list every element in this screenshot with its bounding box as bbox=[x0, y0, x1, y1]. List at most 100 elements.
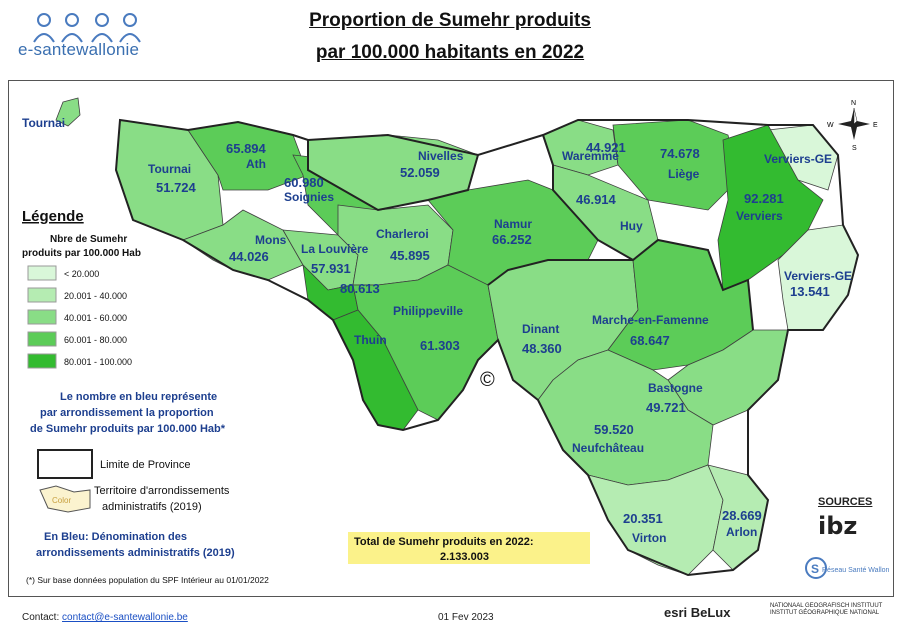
rsw-logo-text: Réseau Santé Wallon bbox=[822, 567, 890, 574]
region-label: Liège bbox=[668, 167, 700, 181]
region-label: Thuin bbox=[354, 333, 387, 347]
region-label: Huy bbox=[620, 219, 643, 233]
region-value: 60.980 bbox=[284, 175, 324, 190]
region-label: Namur bbox=[494, 217, 532, 231]
ibz-logo: ibz bbox=[818, 512, 858, 540]
legend-subtitle-2: produits par 100.000 Hab bbox=[22, 248, 141, 259]
region-value: 65.894 bbox=[226, 141, 267, 156]
legend-class-label: < 20.000 bbox=[64, 269, 99, 279]
copyright-mark: © bbox=[480, 369, 495, 391]
region-value: 48.360 bbox=[522, 341, 562, 356]
region-value: 44.921 bbox=[586, 140, 626, 155]
region-label: Mons bbox=[255, 233, 287, 247]
region-value: 59.520 bbox=[594, 422, 634, 437]
region-value: 57.931 bbox=[311, 261, 351, 276]
legend-class-label: 80.001 - 100.000 bbox=[64, 357, 132, 367]
region-value: 92.281 bbox=[744, 191, 784, 206]
legend-swatch bbox=[27, 331, 57, 347]
region-value: 45.895 bbox=[390, 248, 430, 263]
region-label: Arlon bbox=[726, 525, 757, 539]
map-legend: Légende Nbre de Sumehr produits par 100.… bbox=[22, 208, 269, 585]
compass-n: N bbox=[851, 100, 856, 107]
stethoscope-people-icon bbox=[33, 13, 141, 43]
province-boundaries bbox=[114, 118, 860, 577]
legend-class-label: 40.001 - 60.000 bbox=[64, 313, 127, 323]
compass-w: W bbox=[827, 122, 834, 129]
region-value: 68.647 bbox=[630, 333, 670, 348]
region-label: Charleroi bbox=[376, 227, 429, 241]
region-value: 44.026 bbox=[229, 249, 269, 264]
region-label: Verviers-GE bbox=[784, 269, 852, 283]
legend-swatch bbox=[27, 287, 57, 303]
region-label: Nivelles bbox=[418, 149, 464, 163]
compass-e: E bbox=[873, 122, 878, 129]
footer-date: 01 Fev 2023 bbox=[438, 612, 494, 623]
compass-s: S bbox=[852, 145, 857, 152]
region-label: Tournai bbox=[148, 162, 191, 176]
region-liege bbox=[612, 119, 739, 211]
total-highlight bbox=[348, 532, 590, 564]
ngi-line1: NATIONAAL GEOGRAFISCH INSTITUUT bbox=[770, 603, 883, 609]
blue-names-note-2: arrondissements administratifs (2019) bbox=[36, 547, 235, 559]
region-value: 46.914 bbox=[576, 192, 617, 207]
region-label: Marche-en-Famenne bbox=[592, 313, 709, 327]
region-value: 80.613 bbox=[340, 281, 380, 296]
province-boundary-label: Limite de Province bbox=[100, 459, 191, 471]
total-label: Total de Sumehr produits en 2022: bbox=[354, 536, 534, 548]
region-value: 20.351 bbox=[623, 511, 663, 526]
svg-text:S: S bbox=[811, 562, 819, 576]
footer-contact: Contact: contact@e-santewallonie.be bbox=[22, 612, 188, 623]
territory-label-1: Territoire d'arrondissements bbox=[94, 485, 230, 497]
legend-heading: Légende bbox=[22, 208, 84, 225]
region-value: 51.724 bbox=[156, 180, 197, 195]
esri-logo: esri BeLux bbox=[664, 605, 731, 620]
sources-heading: SOURCES bbox=[818, 496, 873, 508]
territory-swatch-icon bbox=[39, 485, 91, 513]
region-label: Virton bbox=[632, 531, 666, 545]
contact-email-link[interactable]: contact@e-santewallonie.be bbox=[62, 612, 188, 623]
region-value: 52.059 bbox=[400, 165, 440, 180]
region-label: Ath bbox=[246, 157, 266, 171]
legend-note-2: par arrondissement la proportion bbox=[40, 407, 214, 419]
blue-names-note-1: En Bleu: Dénomination des bbox=[44, 531, 187, 543]
region-value: 13.541 bbox=[790, 284, 830, 299]
region-labels: Tournai Tournai 51.724 65.894 Ath 60.980… bbox=[22, 116, 852, 545]
region-value: 74.678 bbox=[660, 146, 700, 161]
legend-class-label: 60.001 - 80.000 bbox=[64, 335, 127, 345]
ngi-logo: NATIONAAL GEOGRAFISCH INSTITUUT INSTITUT… bbox=[770, 603, 882, 617]
region-label: Waremme bbox=[562, 149, 619, 163]
region-label: La Louvière bbox=[301, 242, 369, 256]
region-value: 49.721 bbox=[646, 400, 686, 415]
legend-swatch bbox=[27, 265, 57, 281]
region-label: Verviers-GE bbox=[764, 152, 832, 166]
legend-classes: < 20.000 20.001 - 40.000 40.001 - 60.000 60… bbox=[27, 265, 132, 369]
wallonia-map: .lbl { font-family:"Liberation Sans", sa… bbox=[22, 97, 878, 585]
region-label: Dinant bbox=[522, 322, 559, 336]
legend-class-label: 20.001 - 40.000 bbox=[64, 291, 127, 301]
region-label: Soignies bbox=[284, 190, 334, 204]
region-label: Verviers bbox=[736, 209, 783, 223]
region-label: Bastogne bbox=[648, 381, 703, 395]
region-value: 66.252 bbox=[492, 232, 532, 247]
region-tournai-enclave bbox=[55, 97, 81, 127]
contact-label: Contact: bbox=[22, 612, 60, 623]
rsw-logo-icon bbox=[805, 557, 827, 579]
population-footnote: (*) Sur base données population du SPF I… bbox=[26, 575, 269, 585]
region-label: Tournai bbox=[22, 116, 65, 130]
territory-swatch-text: Color bbox=[52, 496, 71, 505]
compass-rose-icon: N S E W bbox=[827, 100, 878, 152]
e-santewallonie-logo bbox=[14, 8, 164, 68]
arrondissements bbox=[55, 97, 859, 576]
map-title-line1: Proportion de Sumehr produits bbox=[309, 10, 591, 31]
total-value: 2.133.003 bbox=[440, 551, 489, 563]
legend-note-3: de Sumehr produits par 100.000 Hab* bbox=[30, 423, 226, 435]
province-boundary-swatch bbox=[37, 449, 93, 479]
map-title-line2: par 100.000 habitants en 2022 bbox=[315, 42, 585, 63]
region-label: Philippeville bbox=[393, 304, 463, 318]
legend-swatch bbox=[27, 309, 57, 325]
region-value: 61.303 bbox=[420, 338, 460, 353]
logo-text: e-santewallonie bbox=[18, 40, 140, 59]
legend-subtitle-1: Nbre de Sumehr bbox=[50, 234, 127, 245]
legend-note-1: Le nombre en bleu représente bbox=[60, 391, 217, 403]
ngi-line2: INSTITUT GÉOGRAPHIQUE NATIONAL bbox=[770, 610, 880, 616]
